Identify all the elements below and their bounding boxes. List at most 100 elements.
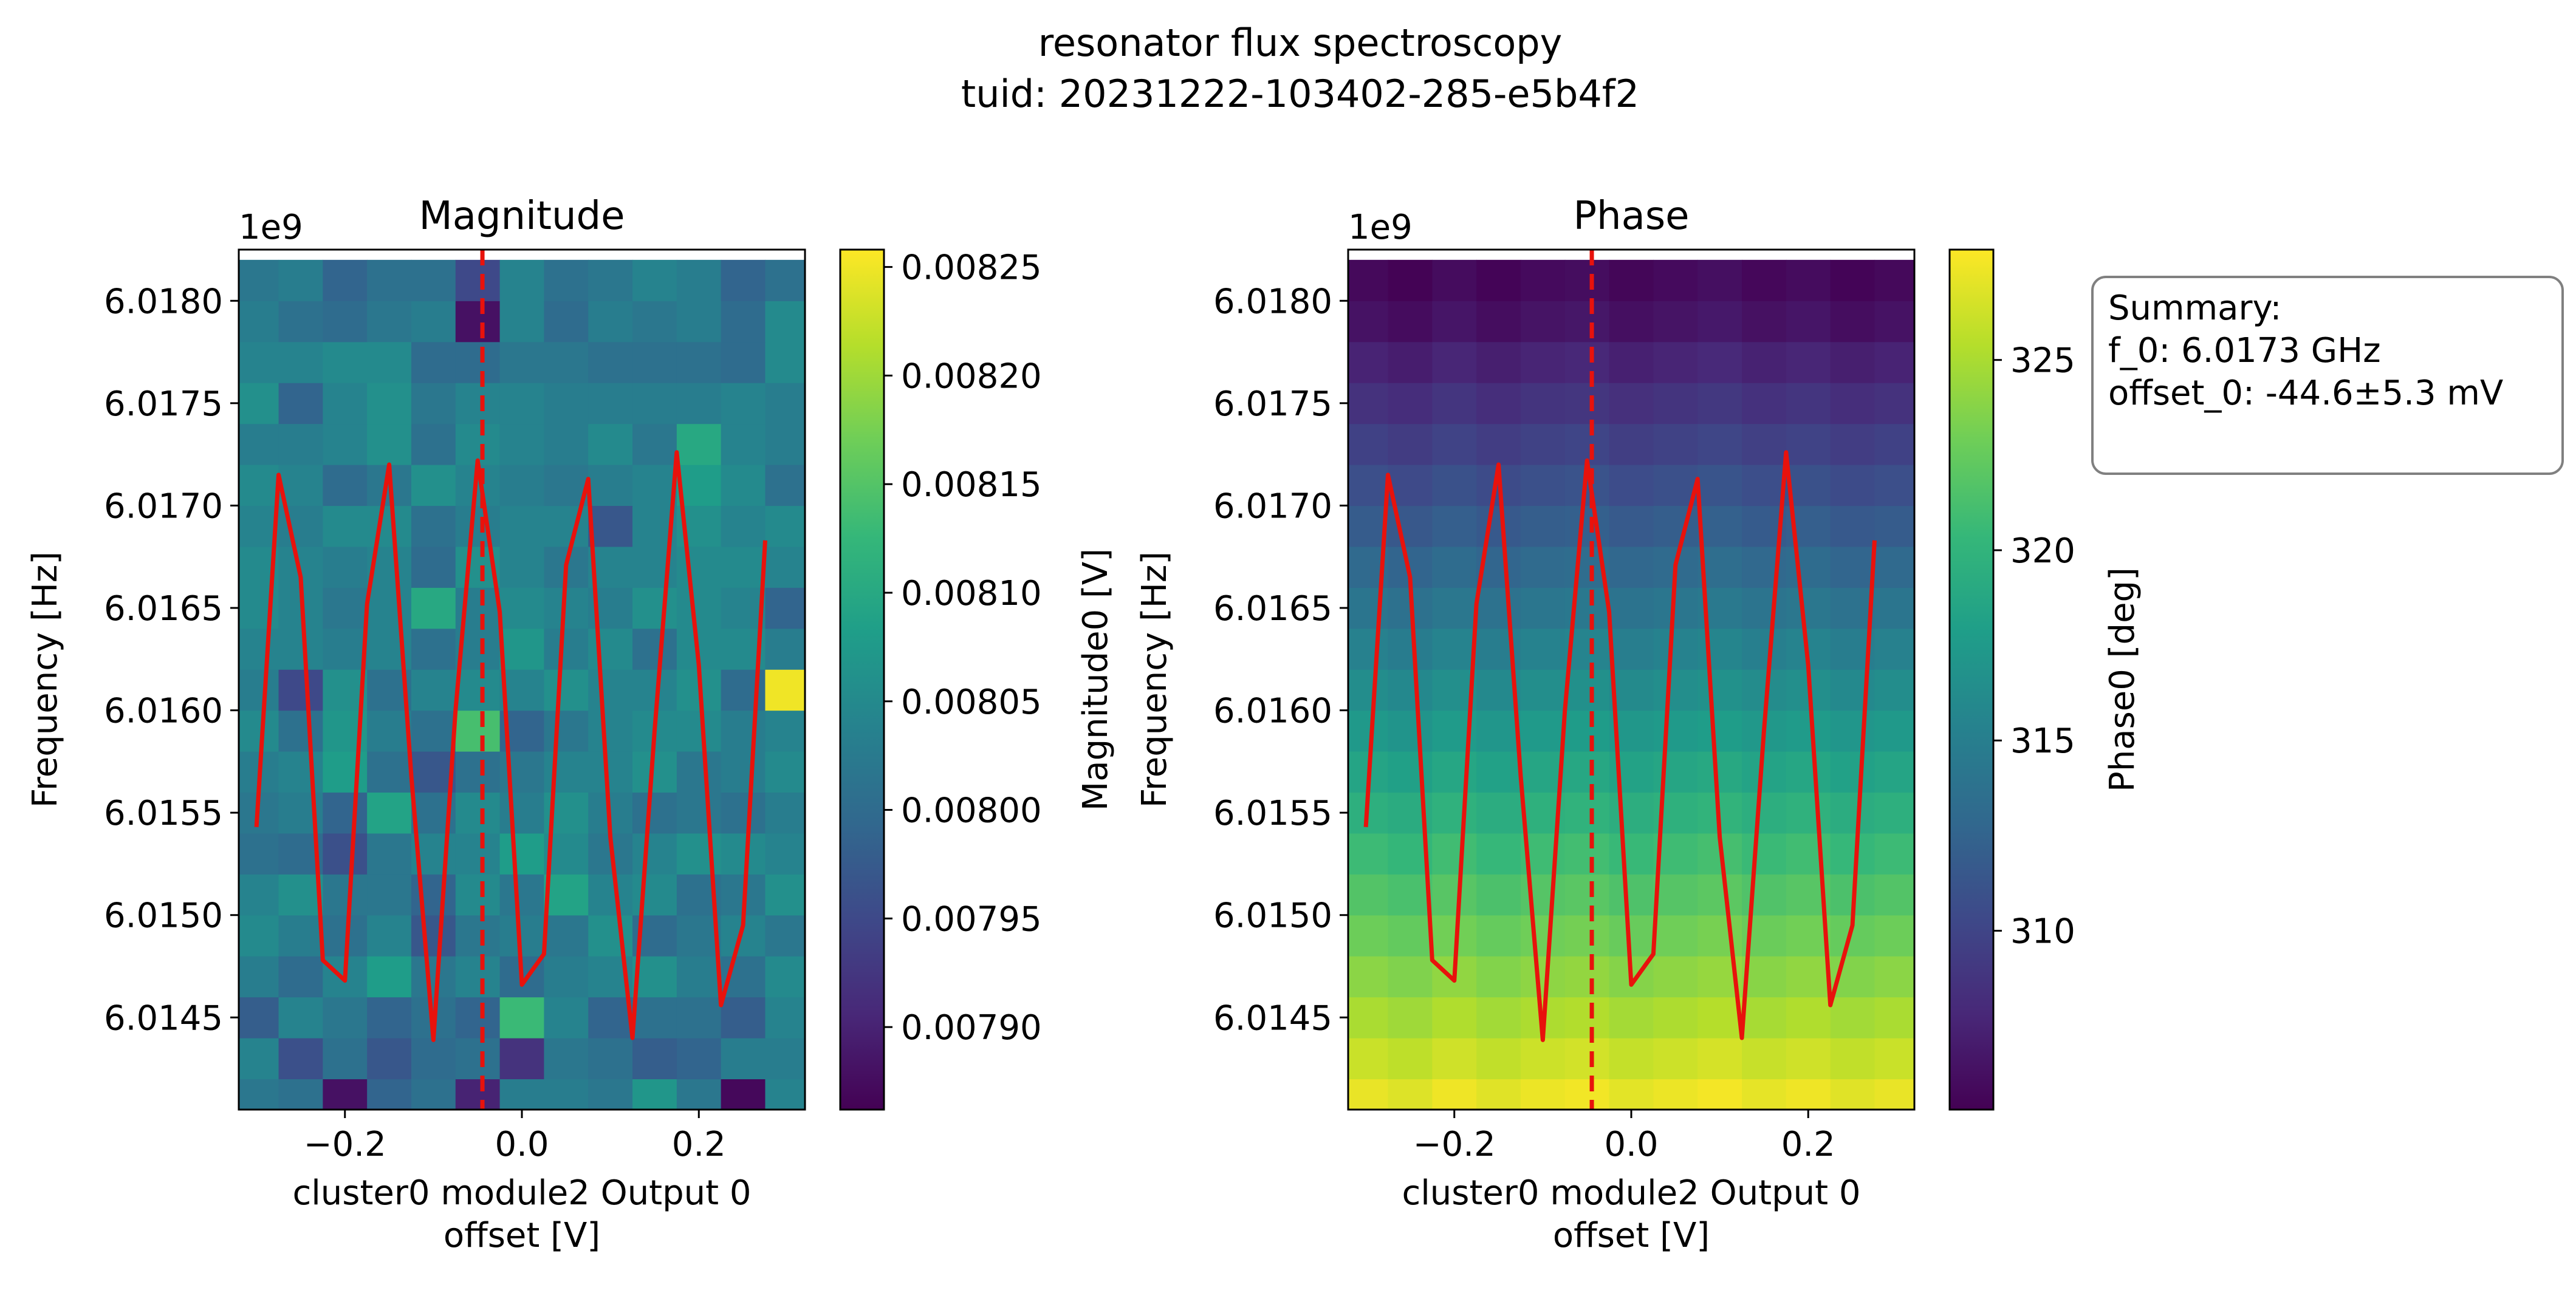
phase-cell bbox=[1653, 301, 1698, 343]
phase-cell bbox=[1476, 792, 1521, 834]
phase-cell bbox=[1697, 915, 1742, 957]
phase-cell bbox=[1388, 874, 1433, 916]
phase-cell bbox=[1388, 997, 1433, 1039]
magnitude-cell bbox=[588, 915, 633, 957]
magnitude-cell bbox=[499, 915, 545, 957]
magnitude-cell bbox=[765, 383, 806, 425]
phase-y-tick-label: 6.0145 bbox=[1213, 998, 1332, 1038]
phase-cell bbox=[1653, 1038, 1698, 1080]
magnitude-cell bbox=[278, 956, 323, 998]
phase-cell bbox=[1520, 341, 1566, 383]
magnitude-cell bbox=[239, 628, 279, 670]
magnitude-y-tick-label: 6.0145 bbox=[104, 998, 223, 1038]
magnitude-cell bbox=[544, 1079, 589, 1110]
magnitude-cell bbox=[367, 751, 412, 793]
phase-cell bbox=[1786, 423, 1831, 465]
phase-cell bbox=[1388, 915, 1433, 957]
phase-cell bbox=[1520, 259, 1566, 301]
magnitude-cell bbox=[588, 465, 633, 507]
magnitude-cell bbox=[278, 383, 323, 425]
magnitude-cell bbox=[278, 259, 323, 301]
phase-cell bbox=[1653, 956, 1698, 998]
phase-cell bbox=[1786, 301, 1831, 343]
phase-cell bbox=[1564, 423, 1610, 465]
phase-cell bbox=[1388, 423, 1433, 465]
magnitude-cell bbox=[323, 383, 368, 425]
phase-cell bbox=[1786, 341, 1831, 383]
phase-cell bbox=[1348, 874, 1389, 916]
phase-cell bbox=[1786, 710, 1831, 752]
phase-cell bbox=[1388, 956, 1433, 998]
magnitude-cell bbox=[765, 423, 806, 465]
magnitude-cell bbox=[676, 833, 722, 875]
magnitude-colorbar-tick-label: 0.00825 bbox=[901, 248, 1042, 288]
magnitude-cell bbox=[323, 341, 368, 383]
phase-cell bbox=[1476, 956, 1521, 998]
magnitude-cell bbox=[676, 1079, 722, 1110]
figure-title-line2: tuid: 20231222-103402-285-e5b4f2 bbox=[961, 72, 1639, 116]
magnitude-y-tick-label: 6.0180 bbox=[104, 282, 223, 321]
magnitude-colorbar-tick-label: 0.00810 bbox=[901, 574, 1042, 613]
phase-cell bbox=[1609, 259, 1654, 301]
magnitude-cell bbox=[239, 669, 279, 711]
magnitude-cell bbox=[278, 874, 323, 916]
phase-cell bbox=[1830, 997, 1875, 1039]
phase-cell bbox=[1476, 833, 1521, 875]
magnitude-cell bbox=[239, 341, 279, 383]
phase-cell bbox=[1388, 669, 1433, 711]
phase-y-axis-label: Frequency [Hz] bbox=[1135, 551, 1174, 808]
magnitude-cell bbox=[588, 1038, 633, 1080]
phase-cell bbox=[1830, 546, 1875, 588]
phase-cell bbox=[1348, 956, 1389, 998]
magnitude-cell bbox=[588, 751, 633, 793]
phase-cell bbox=[1697, 628, 1742, 670]
phase-cell bbox=[1388, 465, 1433, 507]
magnitude-cell bbox=[676, 423, 722, 465]
magnitude-cell bbox=[588, 997, 633, 1039]
phase-cell bbox=[1874, 628, 1915, 670]
magnitude-cell bbox=[411, 669, 456, 711]
phase-cell bbox=[1388, 628, 1433, 670]
phase-cell bbox=[1742, 792, 1787, 834]
magnitude-title: Magnitude bbox=[419, 194, 625, 239]
magnitude-cell bbox=[455, 669, 501, 711]
phase-cell bbox=[1830, 465, 1875, 507]
phase-cell bbox=[1653, 383, 1698, 425]
phase-colorbar-ticks: 310 315 320 325 bbox=[1993, 341, 2075, 952]
phase-cell bbox=[1653, 669, 1698, 711]
magnitude-cell bbox=[632, 1038, 677, 1080]
phase-cell bbox=[1388, 259, 1433, 301]
phase-cell bbox=[1564, 956, 1610, 998]
phase-cell bbox=[1742, 301, 1787, 343]
phase-cell bbox=[1432, 465, 1477, 507]
phase-cell bbox=[1653, 915, 1698, 957]
phase-cell bbox=[1520, 383, 1566, 425]
phase-cell bbox=[1564, 1038, 1610, 1080]
phase-cell bbox=[1786, 1038, 1831, 1080]
phase-cell bbox=[1874, 301, 1915, 343]
magnitude-cell bbox=[765, 833, 806, 875]
magnitude-cell bbox=[323, 1079, 368, 1110]
phase-y-tick-label: 6.0170 bbox=[1213, 486, 1332, 526]
magnitude-cell bbox=[455, 423, 501, 465]
magnitude-x-tick-label: 0.0 bbox=[495, 1125, 549, 1164]
phase-cell bbox=[1653, 628, 1698, 670]
phase-cell bbox=[1697, 997, 1742, 1039]
phase-cell bbox=[1476, 423, 1521, 465]
phase-cell bbox=[1609, 1079, 1654, 1110]
magnitude-cell bbox=[721, 505, 766, 547]
phase-cell bbox=[1432, 751, 1477, 793]
magnitude-cell bbox=[323, 874, 368, 916]
phase-cell bbox=[1742, 465, 1787, 507]
phase-colorbar-tick-label: 310 bbox=[2010, 912, 2075, 952]
phase-x-axis-label-line1: cluster0 module2 Output 0 bbox=[1402, 1173, 1860, 1213]
phase-cell bbox=[1874, 833, 1915, 875]
magnitude-cell bbox=[765, 915, 806, 957]
magnitude-cell bbox=[676, 259, 722, 301]
magnitude-cell bbox=[367, 874, 412, 916]
magnitude-cell bbox=[544, 301, 589, 343]
phase-cell bbox=[1653, 751, 1698, 793]
magnitude-cell bbox=[721, 1038, 766, 1080]
phase-cell bbox=[1874, 383, 1915, 425]
